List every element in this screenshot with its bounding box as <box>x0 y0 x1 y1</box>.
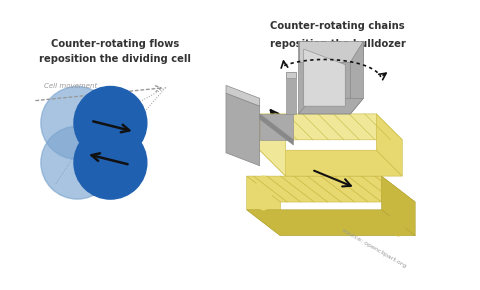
Polygon shape <box>260 114 286 176</box>
Polygon shape <box>350 41 363 114</box>
Circle shape <box>41 126 114 199</box>
Polygon shape <box>247 176 415 202</box>
Polygon shape <box>247 210 415 236</box>
Polygon shape <box>226 93 260 166</box>
Polygon shape <box>299 98 363 114</box>
Polygon shape <box>286 72 296 78</box>
Polygon shape <box>299 41 363 62</box>
Text: Counter-rotating chains: Counter-rotating chains <box>270 21 405 30</box>
Polygon shape <box>286 72 296 114</box>
Polygon shape <box>299 41 350 114</box>
Circle shape <box>41 86 114 159</box>
Polygon shape <box>260 114 293 140</box>
Circle shape <box>74 86 147 159</box>
Polygon shape <box>247 176 280 236</box>
Text: Cell movement: Cell movement <box>44 83 97 89</box>
Polygon shape <box>376 114 402 176</box>
Ellipse shape <box>391 202 406 236</box>
Polygon shape <box>260 114 293 145</box>
Polygon shape <box>260 114 402 140</box>
Polygon shape <box>260 150 402 176</box>
Polygon shape <box>304 49 345 106</box>
Polygon shape <box>382 176 415 236</box>
Text: reposition the dividing cell: reposition the dividing cell <box>39 55 191 64</box>
Circle shape <box>74 126 147 199</box>
Text: reposition the bulldozer: reposition the bulldozer <box>269 39 406 49</box>
Polygon shape <box>226 85 260 106</box>
Text: source: openclipart.org: source: openclipart.org <box>341 228 408 269</box>
Text: Counter-rotating flows: Counter-rotating flows <box>51 39 179 49</box>
Ellipse shape <box>256 176 271 210</box>
